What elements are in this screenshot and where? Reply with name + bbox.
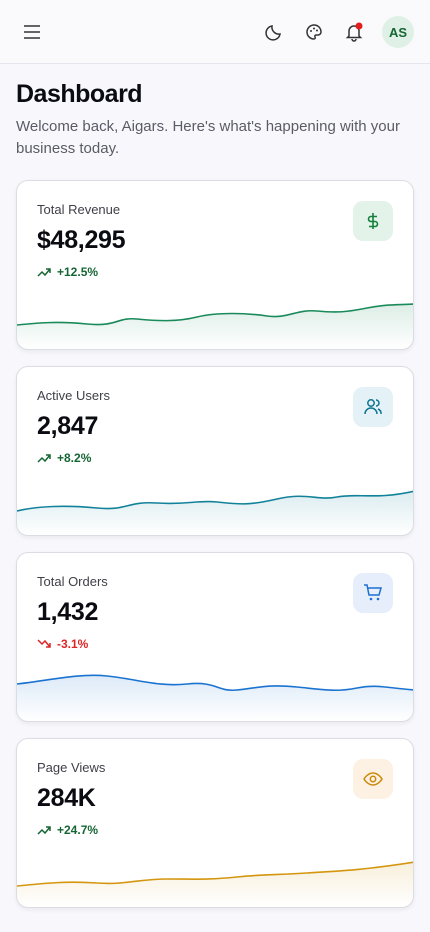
card-change: +24.7%	[37, 823, 98, 837]
palette-button[interactable]	[298, 16, 330, 48]
card-icon	[353, 759, 393, 799]
sparkline	[17, 861, 413, 907]
card-label: Active Users	[37, 388, 110, 403]
card-label: Total Revenue	[37, 202, 121, 217]
card-label: Total Orders	[37, 574, 108, 589]
header: AS	[0, 0, 430, 64]
card-label: Page Views	[37, 760, 106, 775]
card-icon	[353, 387, 393, 427]
card-value: 284K	[37, 784, 96, 812]
change-text: +8.2%	[57, 451, 92, 465]
card-change: +12.5%	[37, 265, 98, 279]
sparkline	[17, 303, 413, 349]
change-text: -3.1%	[57, 637, 89, 651]
card-icon	[353, 573, 393, 613]
change-text: +24.7%	[57, 823, 99, 837]
card-value: 2,847	[37, 412, 99, 440]
stat-card: Page Views 284K +24.7%	[16, 738, 414, 908]
sparkline	[17, 674, 413, 721]
sparkline	[17, 490, 413, 535]
stat-card: Total Orders 1,432 -3.1%	[16, 552, 414, 722]
card-change: +8.2%	[37, 451, 91, 465]
avatar[interactable]: AS	[382, 16, 414, 48]
stat-card: Active Users 2,847 +8.2%	[16, 366, 414, 536]
page-title: Dashboard	[16, 80, 143, 108]
menu-button[interactable]	[16, 16, 48, 48]
card-value: $48,295	[37, 226, 126, 254]
change-text: +12.5%	[57, 265, 99, 279]
card-change: -3.1%	[37, 637, 88, 651]
theme-button[interactable]	[258, 16, 290, 48]
card-icon	[353, 201, 393, 241]
notifications-button[interactable]	[338, 16, 370, 48]
card-value: 1,432	[37, 598, 99, 626]
stat-card: Total Revenue $48,295 +12.5%	[16, 180, 414, 350]
page-subtitle: Welcome back, Aigars. Here's what's happ…	[16, 118, 400, 157]
